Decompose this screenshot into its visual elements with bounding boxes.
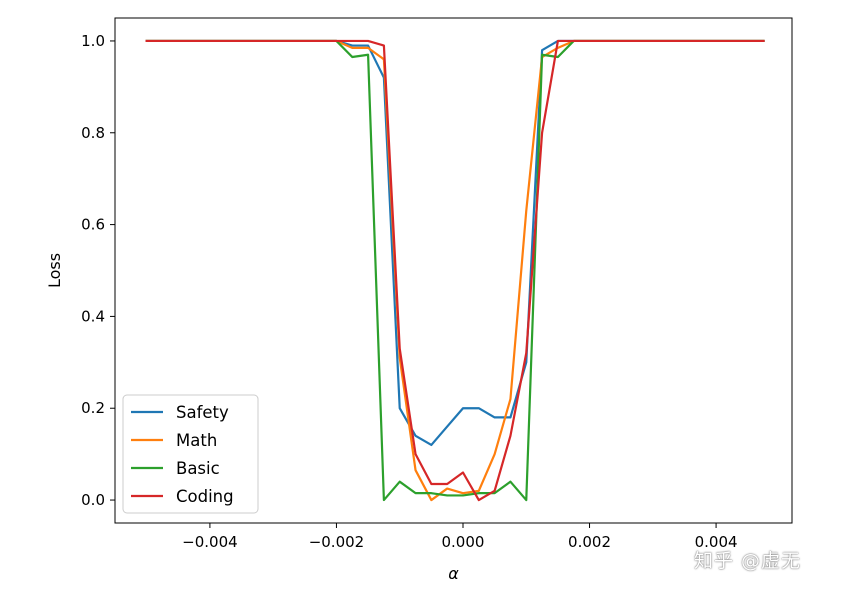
legend: Safety Math Basic Coding bbox=[122, 394, 259, 514]
plot-frame bbox=[114, 17, 793, 524]
y-tick-label: 0.2 bbox=[81, 399, 105, 417]
x-tick-label: 0.004 bbox=[695, 533, 738, 551]
series-line-coding bbox=[145, 39, 765, 502]
legend-box bbox=[122, 394, 259, 514]
legend-label-safety: Safety bbox=[176, 403, 229, 422]
y-tick-label: 0.0 bbox=[81, 491, 105, 509]
series-line-safety bbox=[145, 39, 765, 447]
y-tick-label: 1.0 bbox=[81, 32, 105, 50]
x-tick-label: 0.000 bbox=[442, 533, 485, 551]
y-tick-label: 0.8 bbox=[81, 124, 105, 142]
y-tick-label: 0.4 bbox=[81, 307, 105, 325]
y-tick-label: 0.6 bbox=[81, 216, 105, 234]
watermark: 知乎 @虚无 bbox=[694, 550, 802, 572]
x-tick-label: 0.002 bbox=[568, 533, 611, 551]
x-tick-label: −0.002 bbox=[309, 533, 365, 551]
y-axis-label: Loss bbox=[45, 253, 64, 288]
y-axis: 0.0 0.2 0.4 0.6 0.8 1.0 bbox=[81, 32, 115, 509]
legend-label-coding: Coding bbox=[176, 487, 234, 506]
legend-label-basic: Basic bbox=[176, 459, 220, 478]
x-tick-label: −0.004 bbox=[182, 533, 238, 551]
x-axis-label: α bbox=[448, 564, 459, 583]
x-axis: −0.004 −0.002 0.000 0.002 0.004 bbox=[182, 523, 738, 551]
series-layer bbox=[145, 39, 765, 502]
legend-label-math: Math bbox=[176, 431, 217, 450]
